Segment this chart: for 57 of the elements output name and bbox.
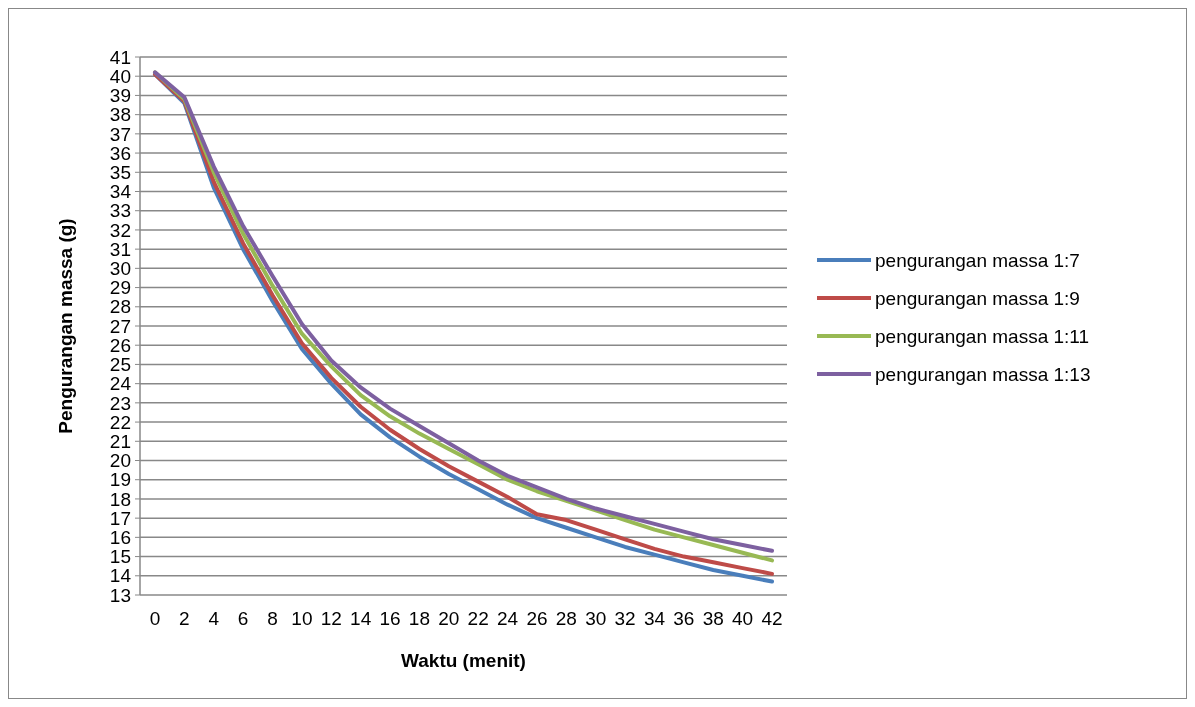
- y-axis-title: Pengurangan massa (g): [55, 218, 76, 434]
- x-tick-label: 10: [291, 608, 313, 629]
- y-tick-label: 33: [109, 200, 131, 222]
- x-tick-label: 16: [379, 608, 401, 629]
- x-tick-label: 42: [761, 608, 783, 629]
- x-tick-label: 34: [643, 608, 666, 629]
- x-tick-label: 4: [208, 608, 220, 629]
- y-tick-label: 15: [109, 546, 131, 568]
- x-tick-label: 12: [320, 608, 342, 629]
- x-tick-label: 18: [408, 608, 430, 629]
- y-tick-label: 18: [109, 488, 131, 510]
- x-tick-label: 0: [149, 608, 161, 629]
- y-tick-label: 39: [109, 85, 131, 107]
- x-tick-label: 36: [673, 608, 695, 629]
- y-tick-label: 32: [109, 219, 131, 241]
- y-tick-label: 20: [109, 450, 131, 472]
- y-tick-label: 28: [109, 296, 131, 318]
- x-tick-label: 32: [614, 608, 636, 629]
- y-tick-label: 17: [109, 507, 131, 529]
- y-tick-label: 30: [109, 258, 131, 280]
- x-axis-title: Waktu (menit): [401, 650, 526, 671]
- x-tick-label: 14: [350, 608, 372, 629]
- x-tick-label: 26: [526, 608, 548, 629]
- y-tick-label: 38: [109, 104, 131, 126]
- y-tick-label: 25: [109, 354, 131, 376]
- y-tick-label: 40: [109, 65, 131, 87]
- x-tick-label: 38: [702, 608, 724, 629]
- y-tick-label: 41: [109, 46, 131, 68]
- x-tick-label: 22: [467, 608, 489, 629]
- y-tick-label: 23: [109, 392, 131, 414]
- y-tick-label: 16: [109, 527, 131, 549]
- y-tick-label: 29: [109, 277, 131, 299]
- x-tick-label: 40: [732, 608, 754, 629]
- legend-label: pengurangan massa 1:13: [875, 363, 1091, 385]
- y-tick-label: 19: [109, 469, 131, 491]
- y-tick-label: 26: [109, 334, 131, 356]
- y-tick-label: 22: [109, 411, 131, 433]
- legend-label: pengurangan massa 1:9: [875, 287, 1080, 309]
- y-tick-label: 24: [109, 373, 132, 395]
- y-tick-label: 36: [109, 142, 131, 164]
- y-tick-label: 31: [109, 238, 131, 260]
- x-tick-label: 24: [497, 608, 519, 629]
- y-tick-label: 14: [109, 565, 132, 587]
- y-tick-label: 34: [109, 181, 132, 203]
- x-tick-label: 8: [267, 608, 278, 629]
- y-tick-label: 13: [109, 584, 131, 606]
- x-tick-label: 30: [585, 608, 607, 629]
- y-tick-label: 35: [109, 161, 131, 183]
- y-tick-label: 37: [109, 123, 131, 145]
- x-tick-label: 2: [179, 608, 190, 629]
- y-tick-label: 21: [109, 430, 131, 452]
- legend-label: pengurangan massa 1:11: [875, 325, 1090, 347]
- x-tick-label: 6: [237, 608, 249, 629]
- x-tick-label: 20: [438, 608, 460, 629]
- legend-label: pengurangan massa 1:7: [875, 249, 1080, 271]
- x-tick-label: 28: [555, 608, 577, 629]
- y-tick-label: 27: [109, 315, 131, 337]
